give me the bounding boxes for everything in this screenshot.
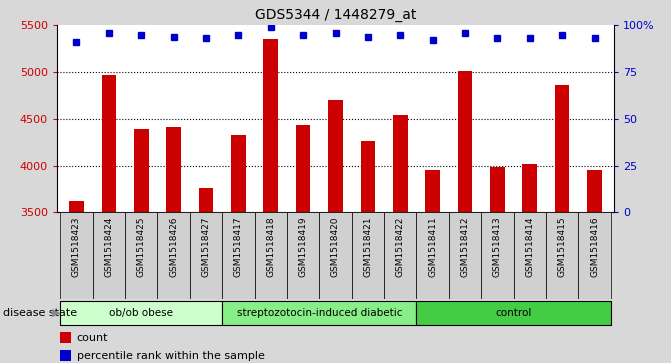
Title: GDS5344 / 1448279_at: GDS5344 / 1448279_at [255,8,416,22]
Bar [134,129,148,212]
Bar [417,301,611,325]
Bar [254,212,287,299]
Bar [199,188,213,212]
Text: GSM1518423: GSM1518423 [72,217,81,277]
Bar [264,40,278,212]
Bar [352,212,384,299]
Bar [546,212,578,299]
Text: disease state: disease state [3,308,77,318]
Bar [166,127,181,212]
Bar [417,212,449,299]
Text: count: count [76,333,108,343]
Bar [513,212,546,299]
Text: control: control [495,308,532,318]
Bar [158,212,190,299]
Text: GSM1518418: GSM1518418 [266,217,275,277]
Text: GSM1518411: GSM1518411 [428,217,437,277]
Text: GSM1518416: GSM1518416 [590,217,599,277]
Bar [360,141,375,212]
Bar [231,135,246,212]
Bar [60,212,93,299]
Text: GSM1518414: GSM1518414 [525,217,534,277]
Text: ob/ob obese: ob/ob obese [109,308,173,318]
Text: GSM1518417: GSM1518417 [234,217,243,277]
Bar [328,100,343,212]
Bar [319,212,352,299]
Bar [296,126,311,212]
Text: GSM1518424: GSM1518424 [105,217,113,277]
Bar [93,212,125,299]
Bar [578,212,611,299]
Bar [425,170,440,212]
Text: GSM1518415: GSM1518415 [558,217,566,277]
Text: GSM1518420: GSM1518420 [331,217,340,277]
Bar [393,115,407,212]
Text: GSM1518421: GSM1518421 [364,217,372,277]
Bar [481,212,513,299]
Bar [449,212,481,299]
Text: GSM1518426: GSM1518426 [169,217,178,277]
Text: GSM1518419: GSM1518419 [299,217,307,277]
Bar [101,75,116,212]
Text: percentile rank within the sample: percentile rank within the sample [76,351,264,361]
Bar [287,212,319,299]
Bar [587,170,602,212]
Bar [60,350,71,361]
Bar [523,164,537,212]
Bar [490,167,505,212]
Text: GSM1518427: GSM1518427 [201,217,211,277]
Bar [458,71,472,212]
Text: ▶: ▶ [52,308,60,318]
Text: GSM1518412: GSM1518412 [460,217,470,277]
Bar [222,212,254,299]
Text: streptozotocin-induced diabetic: streptozotocin-induced diabetic [237,308,402,318]
Bar [60,301,222,325]
Text: GSM1518422: GSM1518422 [396,217,405,277]
Text: GSM1518425: GSM1518425 [137,217,146,277]
Text: GSM1518413: GSM1518413 [493,217,502,277]
Bar [60,332,71,343]
Bar [222,301,417,325]
Bar [125,212,158,299]
Bar [555,85,570,212]
Bar [190,212,222,299]
Bar [69,201,84,212]
Bar [384,212,417,299]
